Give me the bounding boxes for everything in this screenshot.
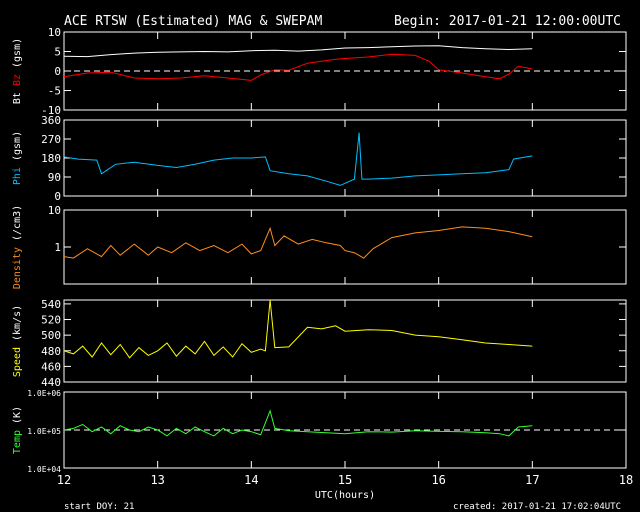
x-tick-label: 12 xyxy=(57,473,71,487)
y-tick-label: 440 xyxy=(41,376,61,389)
x-tick-label: 16 xyxy=(431,473,445,487)
panel-frame-density xyxy=(63,209,627,285)
y-axis-label-part: (/cm3) xyxy=(12,205,23,247)
y-tick-label: -5 xyxy=(48,85,61,98)
y-tick-label: 1 xyxy=(54,241,61,254)
y-axis-label-part: Bt xyxy=(12,92,23,104)
panel-speed: 440 460 480 500 520 540 Speed (km/s) xyxy=(12,298,627,389)
y-tick-label: 0 xyxy=(54,190,61,203)
y-tick-label: 90 xyxy=(48,171,61,184)
y-axis-label-mag: Bt Bz (gsm) xyxy=(12,38,23,104)
start-doy-label: start DOY: 21 xyxy=(64,502,134,512)
y-axis-label-part: (gsm) xyxy=(12,38,23,74)
y-axis-label-part: Bz xyxy=(12,74,23,92)
y-tick-label: 5 xyxy=(54,46,61,59)
y-axis-label-density: Density (/cm3) xyxy=(12,205,23,289)
plot-title: ACE RTSW (Estimated) MAG & SWEPAM xyxy=(64,14,322,29)
y-axis-label-part: (K) xyxy=(12,406,23,430)
series-line-temp xyxy=(63,409,533,437)
x-tick-label: 15 xyxy=(338,473,352,487)
panel-frame-phi xyxy=(63,119,627,197)
series-line-bt xyxy=(63,45,533,58)
begin-timestamp: Begin: 2017-01-21 12:00:00UTC xyxy=(394,14,621,29)
y-tick-label: 270 xyxy=(41,133,61,146)
x-axis-label: UTC(hours) xyxy=(315,490,375,501)
created-timestamp: created: 2017-01-21 17:02:04UTC xyxy=(453,502,621,512)
y-tick-label: 10 xyxy=(48,26,61,39)
panel-temp: 1.0E+04 1.0E+05 1.0E+06 Temp (K) xyxy=(12,389,627,474)
panels-group: -10 -5 0 5 10 Bt Bz (gsm) 0 90 180 270 360 Phi (gsm… xyxy=(12,26,627,474)
x-tick-label: 14 xyxy=(244,473,258,487)
panel-frame-speed xyxy=(63,299,627,383)
y-tick-label: 500 xyxy=(41,329,61,342)
panel-phi: 0 90 180 270 360 Phi (gsm) xyxy=(12,114,627,203)
y-tick-label: 1.0E+05 xyxy=(27,427,61,436)
panel-density: 1 10 Density (/cm3) xyxy=(12,204,627,289)
y-tick-label: 460 xyxy=(41,360,61,373)
x-tick-label: 13 xyxy=(150,473,164,487)
y-tick-label: -10 xyxy=(41,104,61,117)
y-tick-label: 520 xyxy=(41,314,61,327)
x-tick-label: 18 xyxy=(619,473,633,487)
y-axis-label-part: Phi xyxy=(12,167,23,185)
y-axis-label-temp: Temp (K) xyxy=(12,406,23,454)
y-axis-label-phi: Phi (gsm) xyxy=(12,131,23,185)
y-tick-label: 1.0E+04 xyxy=(27,465,61,474)
series-line-phi xyxy=(63,132,533,186)
series-line-speed xyxy=(63,299,533,359)
series-line-bz xyxy=(63,53,533,81)
y-axis-label-part: (gsm) xyxy=(12,131,23,167)
y-axis-label-part: Speed xyxy=(12,347,23,377)
y-tick-label: 10 xyxy=(48,204,61,217)
y-tick-label: 480 xyxy=(41,345,61,358)
y-axis-label-part: (km/s) xyxy=(12,305,23,347)
y-axis-label-speed: Speed (km/s) xyxy=(12,305,23,377)
series-line-density xyxy=(63,226,533,259)
x-axis: 12 13 14 15 16 17 18 UTC(hours) xyxy=(57,473,633,501)
y-tick-label: 0 xyxy=(54,65,61,78)
y-tick-label: 540 xyxy=(41,298,61,311)
panel-mag: -10 -5 0 5 10 Bt Bz (gsm) xyxy=(12,26,627,117)
y-tick-label: 1.0E+06 xyxy=(27,389,61,398)
y-tick-label: 180 xyxy=(41,152,61,165)
y-axis-label-part: Density xyxy=(12,247,23,289)
x-tick-label: 17 xyxy=(525,473,539,487)
y-tick-label: 360 xyxy=(41,114,61,127)
y-axis-label-part: Temp xyxy=(12,430,23,454)
